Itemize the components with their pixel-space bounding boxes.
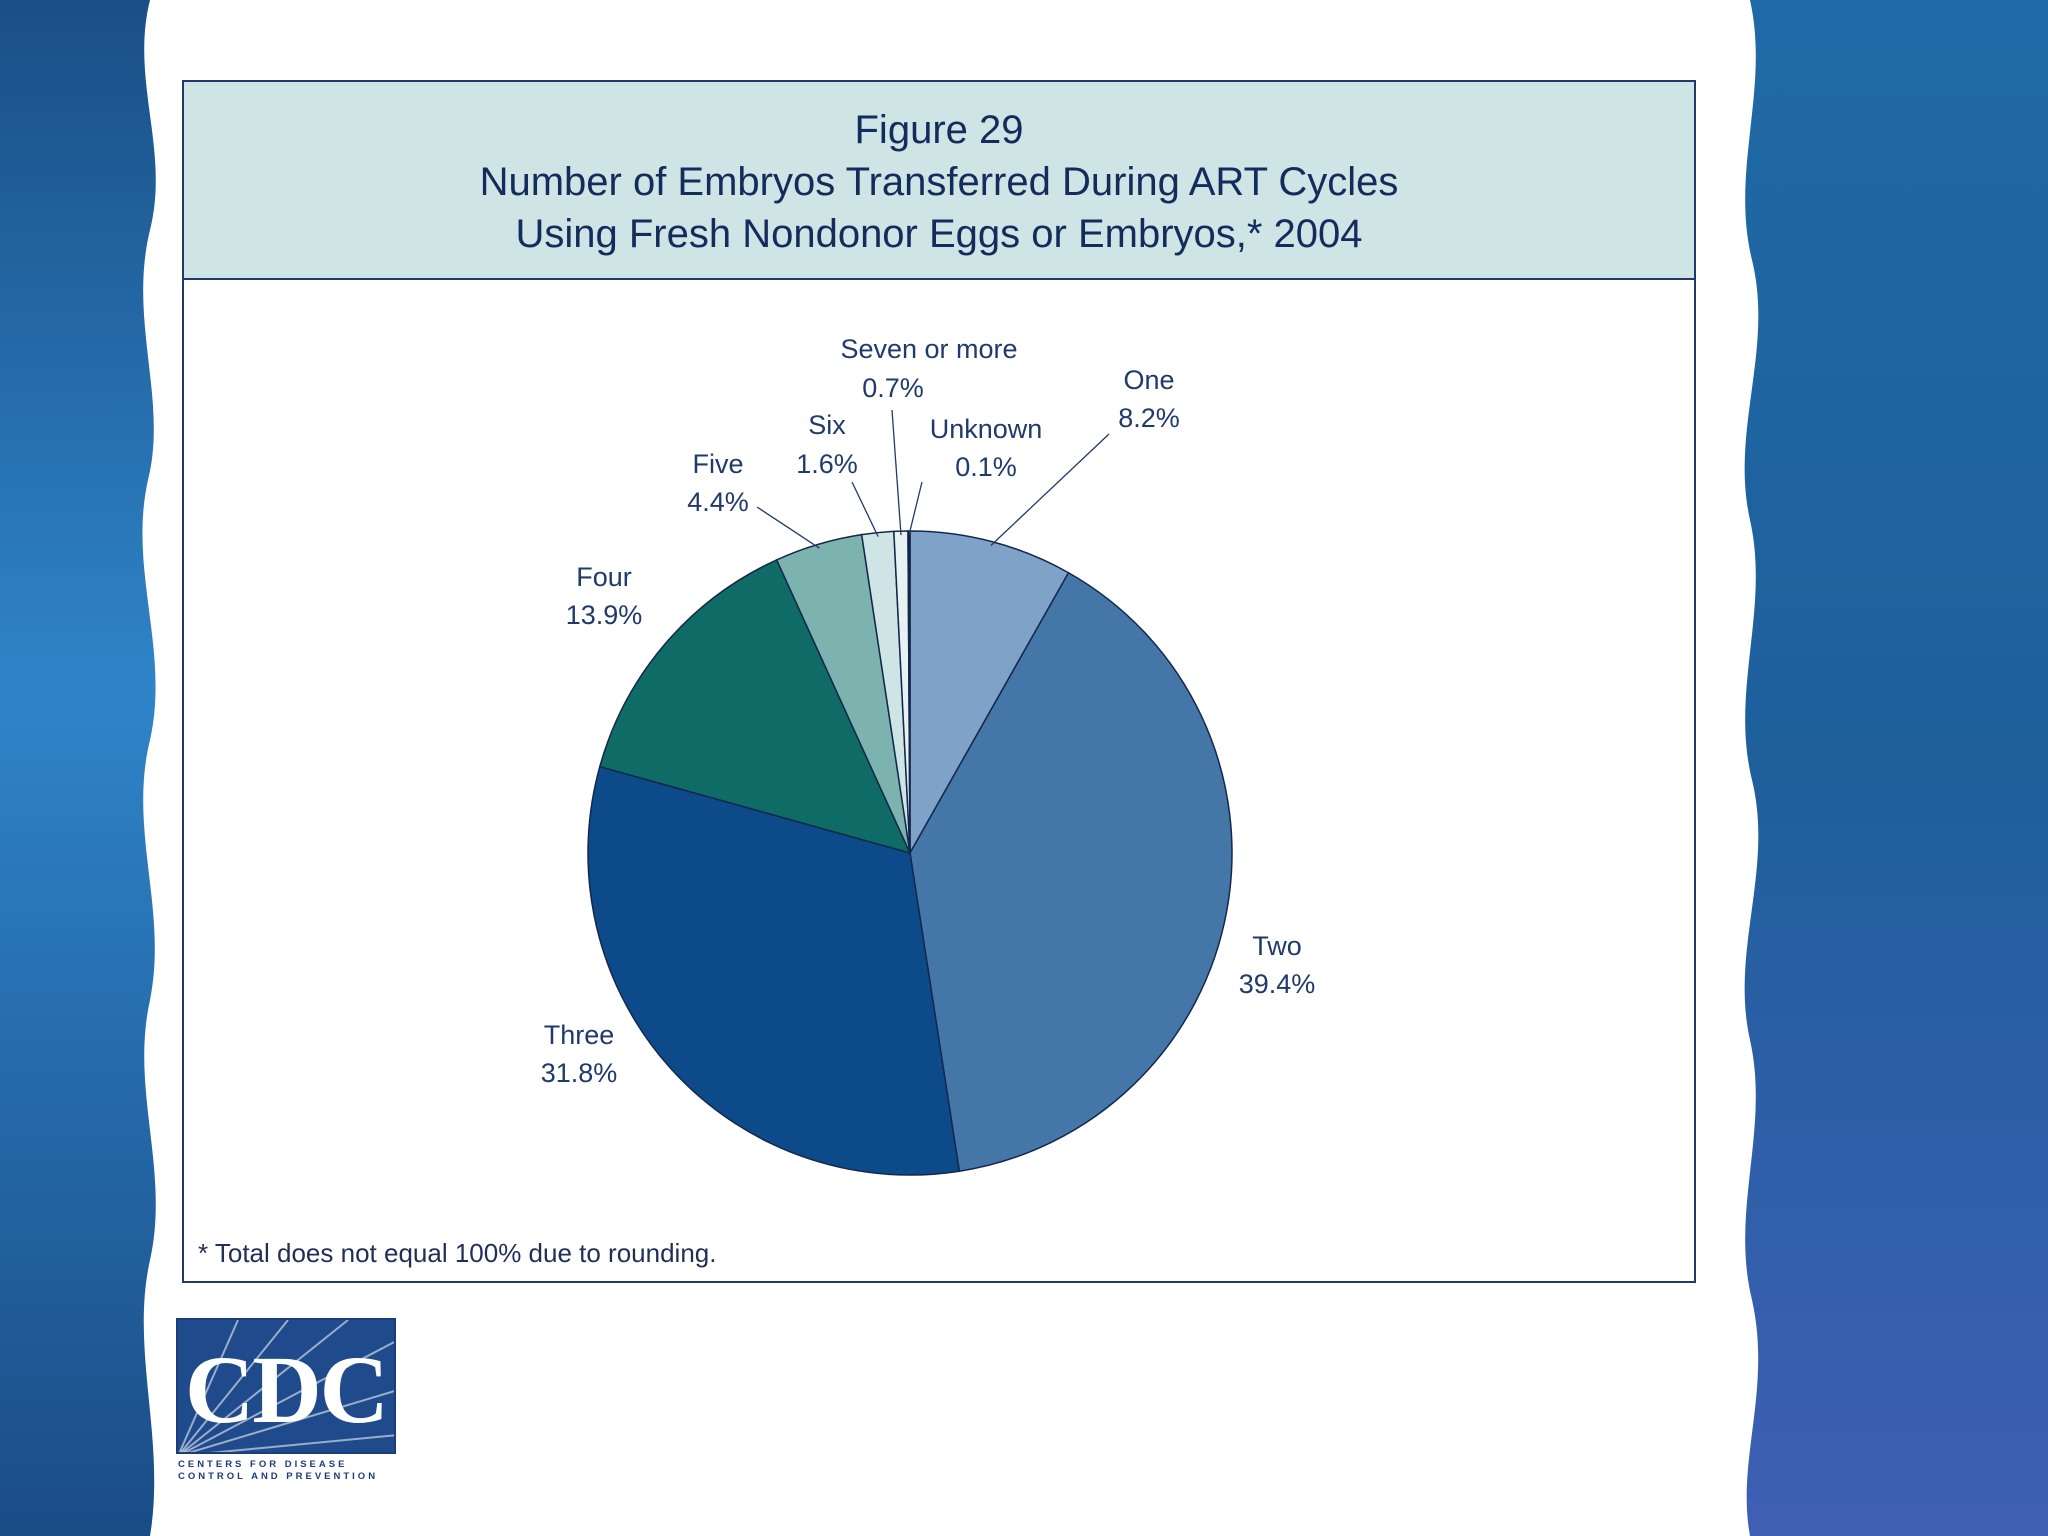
leader-line-six <box>851 481 879 537</box>
cdc-agency-name: CENTERS FOR DISEASE CONTROL AND PREVENTI… <box>178 1459 379 1482</box>
label-six-value: 1.6% <box>796 449 858 479</box>
label-unknown-value: 0.1% <box>955 452 1017 482</box>
label-five-name: Five <box>692 449 743 479</box>
pie-slice-four <box>598 558 912 855</box>
leader-line-one <box>990 433 1110 546</box>
leader-line-seven-or-more <box>891 409 902 536</box>
label-five-value: 4.4% <box>687 487 749 517</box>
label-one-name: One <box>1123 365 1174 395</box>
cdc-logo-mark: CDC <box>176 1318 396 1454</box>
label-seven-name: Seven or more <box>840 334 1017 364</box>
figure-number: Figure 29 <box>854 108 1024 152</box>
right-wave-panel <box>1744 0 2048 1536</box>
label-unknown-name: Unknown <box>930 414 1043 444</box>
logo-rays <box>178 1320 394 1452</box>
figure-title-line-1: Number of Embryos Transferred During ART… <box>479 160 1399 204</box>
label-one-value: 8.2% <box>1118 403 1180 433</box>
label-three-name: Three <box>544 1020 615 1050</box>
figure-title-band: Figure 29 Number of Embryos Transferred … <box>184 82 1694 280</box>
left-wave-panel <box>0 0 156 1536</box>
figure-title-line-2: Using Fresh Nondonor Eggs or Embryos,* 2… <box>515 212 1363 256</box>
leader-line-five <box>756 506 820 549</box>
pie-slice-two <box>909 571 1233 1173</box>
label-three-value: 31.8% <box>541 1058 618 1088</box>
pie-slice-one <box>909 530 1070 856</box>
label-four-name: Four <box>576 562 632 592</box>
cdc-logo-text: CDC <box>185 1336 389 1443</box>
label-seven-value: 0.7% <box>862 373 924 403</box>
label-four-value: 13.9% <box>566 600 643 630</box>
figure-panel: Figure 29 Number of Embryos Transferred … <box>182 80 1696 1283</box>
pie-chart: One 8.2% Two 39.4% Three 31.8% Four 13.9… <box>541 334 1316 1176</box>
footnote: * Total does not equal 100% due to round… <box>198 1238 717 1268</box>
label-six-name: Six <box>808 410 846 440</box>
pie-slice-three <box>587 765 961 1176</box>
cdc-logo: CDC CENTERS FOR DISEASE CONTROL AND PREV… <box>176 1318 398 1483</box>
label-two-name: Two <box>1252 931 1302 961</box>
label-two-value: 39.4% <box>1239 969 1316 999</box>
pie-slices <box>587 530 1233 1176</box>
leader-line-unknown <box>908 481 923 536</box>
pie-leader-lines <box>756 409 1110 549</box>
